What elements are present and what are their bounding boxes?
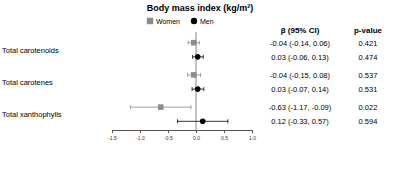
x-tick: 1.0 (249, 130, 256, 141)
chart-title: Body mass index (kg/m²) (147, 3, 254, 13)
ci-cap (203, 87, 204, 91)
ci-label: 0.03 (-0.07, 0.14) (271, 85, 329, 94)
tick-label: 0.5 (221, 135, 228, 141)
legend-label: Men (200, 18, 214, 25)
legend-item: Women (147, 18, 180, 25)
reference-line (196, 32, 197, 130)
category-label: Total xanthophylls (2, 110, 62, 119)
tick-mark (140, 130, 141, 133)
ci-label: 0.03 (-0.06, 0.13) (271, 53, 329, 62)
ci-cap (177, 119, 178, 123)
category-label: Total carotenes (2, 78, 53, 87)
tick-label: -0.5 (164, 135, 173, 141)
ci-cap (203, 55, 204, 59)
ci-cap (130, 105, 131, 109)
estimate-point (195, 54, 201, 60)
category-label: Total carotenoids (2, 46, 59, 55)
x-tick: -0.5 (164, 130, 173, 141)
ci-label: 0.12 (-0.33, 0.57) (271, 117, 329, 126)
column-header: p-value (354, 26, 383, 35)
tick-label: -1.5 (108, 135, 117, 141)
legend-swatch (147, 18, 153, 24)
axis-line (113, 131, 253, 134)
tick-label: 0.0 (193, 135, 200, 141)
x-tick: -1.0 (136, 130, 145, 141)
estimate-point (191, 40, 197, 46)
p-value-label: 0.537 (359, 71, 378, 80)
p-value-label: 0.594 (359, 117, 378, 126)
legend: Women Men (147, 18, 214, 25)
tick-mark (224, 130, 225, 133)
ci-cap (192, 87, 193, 91)
forest-plot: Body mass index (kg/m²) Women Men β (95% CI… (0, 0, 400, 171)
tick-label: -1.0 (136, 135, 145, 141)
x-tick: 0.0 (193, 130, 200, 141)
estimate-point (191, 72, 197, 78)
ci-cap (190, 105, 191, 109)
x-axis: -1.5 -1.0 -0.5 0.0 0.5 1.0 (108, 130, 256, 141)
p-value-label: 0.531 (359, 85, 378, 94)
ci-label: -0.04 (-0.15, 0.08) (270, 71, 331, 80)
x-tick: -1.5 (108, 130, 117, 141)
tick-mark (196, 130, 197, 133)
chart-container: Body mass index (kg/m²) Women Men β (95% CI… (0, 0, 400, 171)
legend-label: Women (156, 18, 180, 25)
ci-cap (200, 73, 201, 77)
legend-item: Men (191, 18, 214, 25)
ci-cap (227, 119, 228, 123)
tick-label: 1.0 (249, 135, 256, 141)
p-value-label: 0.022 (359, 103, 378, 112)
estimate-point (195, 86, 201, 92)
ci-cap (199, 41, 200, 45)
x-tick: 0.5 (221, 130, 228, 141)
legend-swatch (191, 18, 197, 24)
p-value-label: 0.421 (359, 39, 378, 48)
ci-label: -0.63 (-1.17, -0.09) (269, 103, 332, 112)
tick-mark (168, 130, 169, 133)
ci-cap (188, 41, 189, 45)
ci-cap (192, 55, 193, 59)
marks (130, 40, 227, 124)
ci-label: -0.04 (-0.14, 0.06) (270, 39, 331, 48)
ci-cap (187, 73, 188, 77)
estimate-point (158, 104, 164, 110)
p-value-label: 0.474 (359, 53, 378, 62)
estimate-point (200, 119, 206, 125)
tick-mark (112, 130, 113, 133)
tick-mark (252, 130, 253, 133)
column-header: β (95% CI) (281, 26, 320, 35)
